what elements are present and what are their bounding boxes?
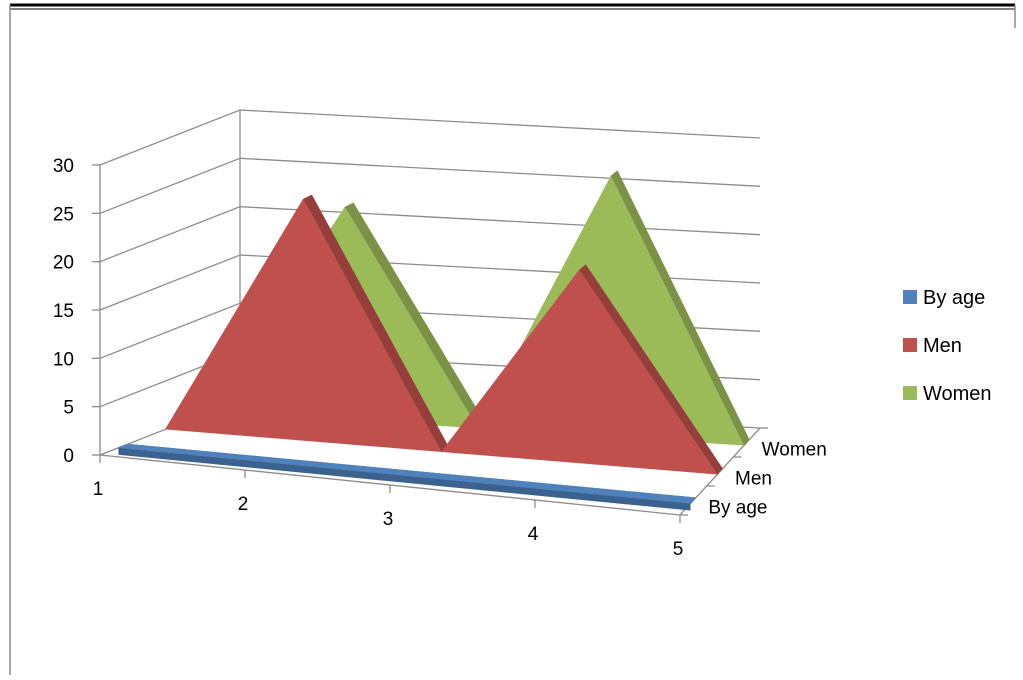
chart-axes: 0 5 10 15 20 25 30 1 2 3 4 5 By age Men Women xyxy=(53,156,827,560)
legend-swatch xyxy=(903,290,917,304)
gridline xyxy=(99,206,761,263)
x-tick-label: 5 xyxy=(673,539,684,560)
x-tick-label: 1 xyxy=(93,479,104,500)
series-flat-edge xyxy=(118,447,691,511)
x-tick-label: 4 xyxy=(528,524,539,545)
legend-label: By age xyxy=(923,287,985,309)
y-tick-label: 30 xyxy=(53,156,74,177)
y-tick-label: 5 xyxy=(63,398,74,419)
depth-tick-label: Men xyxy=(735,469,772,490)
chart-series xyxy=(118,170,750,511)
legend-swatch xyxy=(903,338,917,352)
series-top-face xyxy=(303,194,449,452)
depth-tick-label: Women xyxy=(762,440,827,461)
series-flat-band xyxy=(118,443,697,504)
series-by-age xyxy=(118,443,697,511)
y-tick-label: 15 xyxy=(53,301,74,322)
depth-tick-label: By age xyxy=(708,498,767,519)
y-tick-label: 20 xyxy=(53,253,74,274)
legend-label: Women xyxy=(923,383,992,405)
y-tick-label: 25 xyxy=(53,204,74,225)
gridline xyxy=(99,109,761,166)
legend: By age Men Women xyxy=(903,287,992,405)
y-tick-label: 10 xyxy=(53,349,74,370)
series-top-face xyxy=(579,264,723,475)
series-top-face xyxy=(344,202,486,429)
x-tick-label: 3 xyxy=(383,509,394,530)
gridline xyxy=(99,157,761,214)
series-top-face xyxy=(610,170,750,446)
y-tick-label: 0 xyxy=(63,446,74,467)
x-tick-label: 2 xyxy=(238,494,249,515)
legend-swatch xyxy=(903,386,917,400)
series-men xyxy=(165,194,723,475)
series-front-face xyxy=(165,199,718,475)
legend-label: Men xyxy=(923,335,962,357)
